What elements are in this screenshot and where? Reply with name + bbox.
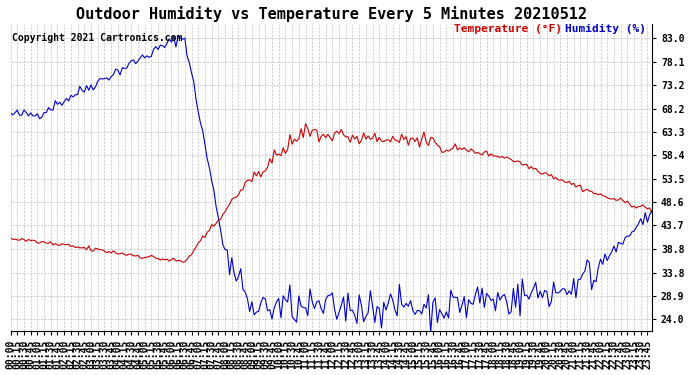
- Text: Copyright 2021 Cartronics.com: Copyright 2021 Cartronics.com: [12, 33, 182, 44]
- Title: Outdoor Humidity vs Temperature Every 5 Minutes 20210512: Outdoor Humidity vs Temperature Every 5 …: [76, 6, 586, 21]
- Legend: Temperature (°F), Humidity (%): Temperature (°F), Humidity (%): [454, 24, 647, 33]
